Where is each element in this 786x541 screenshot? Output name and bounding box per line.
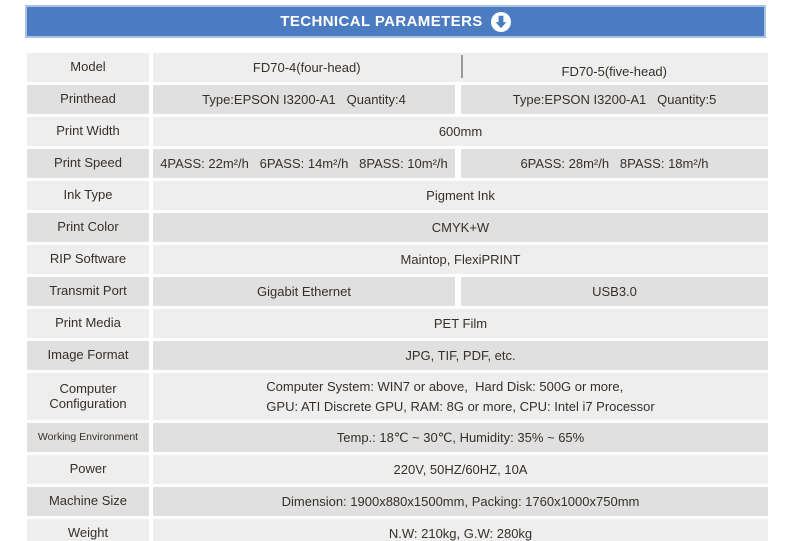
spec-value: FD70-4(four-head) FD70-5(five-head) [153, 53, 768, 82]
spec-value-text: Dimension: 1900x880x1500mm, Packing: 176… [281, 494, 640, 509]
spec-value: N.W: 210kg, G.W: 280kg [153, 519, 768, 541]
spec-value-text: N.W: 210kg, G.W: 280kg [388, 526, 533, 541]
row-label: Working Environment [27, 423, 149, 452]
table-row: Print Color CMYK+W [27, 213, 768, 242]
spec-value-text: Maintop, FlexiPRINT [400, 252, 521, 267]
row-label: Weight [27, 519, 149, 541]
spec-value-text: FD70-5(five-head) [561, 64, 668, 79]
spec-value: Computer System: WIN7 or above, Hard Dis… [153, 373, 768, 420]
row-values: Computer System: WIN7 or above, Hard Dis… [153, 373, 768, 420]
column-divider [460, 55, 463, 78]
table-row: Model FD70-4(four-head) FD70-5(five-head) [27, 53, 768, 82]
spec-value: Dimension: 1900x880x1500mm, Packing: 176… [153, 487, 768, 516]
row-values: N.W: 210kg, G.W: 280kg [153, 519, 768, 541]
spec-value-text: Type:EPSON I3200-A1 Quantity:4 [202, 92, 406, 107]
spec-value-text: Pigment Ink [426, 188, 495, 203]
row-label: Print Media [27, 309, 149, 338]
spec-value-left: Type:EPSON I3200-A1 Quantity:4 [153, 85, 455, 114]
table-row: Weight N.W: 210kg, G.W: 280kg [27, 519, 768, 541]
spec-value-text: JPG, TIF, PDF, etc. [405, 348, 516, 363]
spec-value-right: 6PASS: 28m²/h 8PASS: 18m²/h [461, 149, 768, 178]
spec-value-text: Temp.: 18℃ ~ 30℃, Humidity: 35% ~ 65% [336, 429, 585, 445]
row-label: Printhead [27, 85, 149, 114]
row-values: Gigabit Ethernet USB3.0 [153, 277, 768, 306]
row-label: Print Width [27, 117, 149, 146]
spec-value-text: PET Film [433, 316, 488, 331]
table-row: Print Width 600mm [27, 117, 768, 146]
row-label: Print Color [27, 213, 149, 242]
table-row: Image Format JPG, TIF, PDF, etc. [27, 341, 768, 370]
row-values: Type:EPSON I3200-A1 Quantity:4 Type:EPSON… [153, 85, 768, 114]
spec-value-lines: Computer System: WIN7 or above, Hard Dis… [266, 377, 654, 416]
spec-value-text: 6PASS: 28m²/h 8PASS: 18m²/h [520, 156, 709, 171]
spec-value-text: 220V, 50HZ/60HZ, 10A [393, 462, 528, 477]
row-values: FD70-4(four-head) FD70-5(five-head) [153, 53, 768, 82]
spec-value-left: 4PASS: 22m²/h 6PASS: 14m²/h 8PASS: 10m²/… [153, 149, 455, 178]
table-row: Transmit Port Gigabit Ethernet USB3.0 [27, 277, 768, 306]
page-title: TECHNICAL PARAMETERS [280, 13, 483, 30]
spec-value-right: USB3.0 [461, 277, 768, 306]
spec-value-text: FD70-4(four-head) [252, 60, 361, 75]
spec-value-left: Gigabit Ethernet [153, 277, 455, 306]
row-values: PET Film [153, 309, 768, 338]
spec-value-text: Type:EPSON I3200-A1 Quantity:5 [512, 92, 717, 107]
table-row: Power 220V, 50HZ/60HZ, 10A [27, 455, 768, 484]
spec-value-right: Type:EPSON I3200-A1 Quantity:5 [461, 85, 768, 114]
row-label: Ink Type [27, 181, 149, 210]
spec-value-text: 4PASS: 22m²/h 6PASS: 14m²/h 8PASS: 10m²/… [160, 156, 448, 171]
spec-value: JPG, TIF, PDF, etc. [153, 341, 768, 370]
row-values: Temp.: 18℃ ~ 30℃, Humidity: 35% ~ 65% [153, 423, 768, 452]
row-label: RIP Software [27, 245, 149, 274]
table-row: Computer Configuration Computer System: W… [27, 373, 768, 420]
spec-value-line: GPU: ATI Discrete GPU, RAM: 8G or more, … [266, 398, 655, 414]
row-values: 220V, 50HZ/60HZ, 10A [153, 455, 768, 484]
row-values: Dimension: 1900x880x1500mm, Packing: 176… [153, 487, 768, 516]
down-arrow-circle-icon [490, 11, 511, 32]
spec-value: Maintop, FlexiPRINT [153, 245, 768, 274]
spec-value-line: Computer System: WIN7 or above, Hard Dis… [266, 379, 624, 394]
table-row: Print Media PET Film [27, 309, 768, 338]
row-label: Computer Configuration [27, 373, 149, 420]
spec-value-text: CMYK+W [431, 220, 490, 235]
row-values: Pigment Ink [153, 181, 768, 210]
table-row: Print Speed 4PASS: 22m²/h 6PASS: 14m²/h 8… [27, 149, 768, 178]
row-label: Power [27, 455, 149, 484]
spec-value-text: USB3.0 [592, 284, 637, 299]
row-label: Print Speed [27, 149, 149, 178]
header-bar: TECHNICAL PARAMETERS [25, 5, 766, 38]
table-row: Machine Size Dimension: 1900x880x1500mm, … [27, 487, 768, 516]
row-values: 600mm [153, 117, 768, 146]
row-values: Maintop, FlexiPRINT [153, 245, 768, 274]
row-values: 4PASS: 22m²/h 6PASS: 14m²/h 8PASS: 10m²/… [153, 149, 768, 178]
table-row: Printhead Type:EPSON I3200-A1 Quantity:4 T… [27, 85, 768, 114]
row-values: CMYK+W [153, 213, 768, 242]
spec-value-text: Gigabit Ethernet [257, 284, 351, 299]
spec-value-left: FD70-4(four-head) [153, 60, 461, 75]
spec-table: Model FD70-4(four-head) FD70-5(five-head) P… [27, 53, 768, 541]
spec-value: Pigment Ink [153, 181, 768, 210]
row-label: Image Format [27, 341, 149, 370]
row-label: Transmit Port [27, 277, 149, 306]
spec-value-right: FD70-5(five-head) [461, 60, 769, 79]
table-row: RIP Software Maintop, FlexiPRINT [27, 245, 768, 274]
row-label: Model [27, 53, 149, 82]
spec-value: CMYK+W [153, 213, 768, 242]
spec-value: PET Film [153, 309, 768, 338]
spec-value-text: 600mm [438, 124, 483, 139]
table-row: Working Environment Temp.: 18℃ ~ 30℃, Hum… [27, 423, 768, 452]
spec-value: 600mm [153, 117, 768, 146]
row-values: JPG, TIF, PDF, etc. [153, 341, 768, 370]
spec-value: 220V, 50HZ/60HZ, 10A [153, 455, 768, 484]
row-label: Machine Size [27, 487, 149, 516]
spec-value: Temp.: 18℃ ~ 30℃, Humidity: 35% ~ 65% [153, 423, 768, 452]
table-row: Ink Type Pigment Ink [27, 181, 768, 210]
